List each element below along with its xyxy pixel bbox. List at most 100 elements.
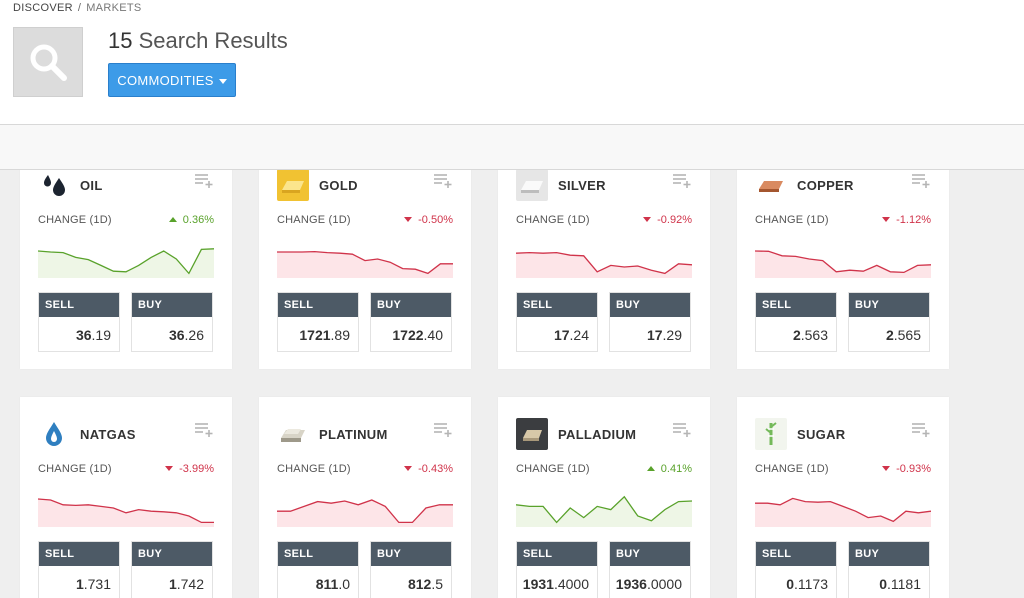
sell-price-int: 1721: [299, 327, 331, 343]
add-to-watchlist-icon[interactable]: [433, 173, 453, 189]
sell-label: SELL: [517, 542, 597, 566]
instrument-card[interactable]: GOLD CHANGE (1D) -0.50% SELL 1721.89 BUY…: [259, 150, 471, 369]
sell-button[interactable]: SELL 17.24: [516, 292, 598, 352]
buy-button[interactable]: BUY 1936.0000: [609, 541, 691, 598]
instrument-header: GOLD: [277, 168, 457, 202]
platinum-bar-icon: [277, 418, 309, 450]
buy-price-dec: .565: [893, 327, 921, 343]
sugar-cane-icon: [755, 418, 787, 450]
buy-button[interactable]: BUY 1722.40: [370, 292, 452, 352]
sell-button[interactable]: SELL 36.19: [38, 292, 120, 352]
instrument-header: COPPER: [755, 168, 935, 202]
add-to-watchlist-icon[interactable]: [433, 422, 453, 438]
instrument-card[interactable]: PLATINUM CHANGE (1D) -0.43% SELL 811.0 B…: [259, 397, 471, 598]
instrument-card[interactable]: SILVER CHANGE (1D) -0.92% SELL 17.24 BUY…: [498, 150, 710, 369]
add-to-watchlist-icon[interactable]: [911, 173, 931, 189]
add-to-watchlist-icon[interactable]: [672, 173, 692, 189]
sell-label: SELL: [756, 293, 836, 317]
price-sparkline: [277, 499, 453, 527]
sell-label: SELL: [756, 542, 836, 566]
add-to-watchlist-icon[interactable]: [911, 422, 931, 438]
commodities-dropdown-button[interactable]: COMMODITIES: [108, 63, 236, 97]
sell-button[interactable]: SELL 2.563: [755, 292, 837, 352]
instrument-name[interactable]: PALLADIUM: [558, 426, 637, 442]
sell-price-dec: .4000: [553, 576, 589, 592]
instrument-name[interactable]: COPPER: [797, 177, 854, 193]
sell-price-int: 2: [792, 327, 801, 343]
instrument-card[interactable]: OIL CHANGE (1D) 0.36% SELL 36.19 BUY 36.…: [20, 150, 232, 369]
instrument-header: PLATINUM: [277, 417, 457, 451]
add-to-watchlist-icon[interactable]: [672, 422, 692, 438]
sell-price-dec: .19: [91, 327, 111, 343]
sell-label: SELL: [278, 293, 358, 317]
sell-button[interactable]: SELL 811.0: [277, 541, 359, 598]
instrument-card[interactable]: NATGAS CHANGE (1D) -3.99% SELL 1.731 BUY…: [20, 397, 232, 598]
instrument-header: SILVER: [516, 168, 696, 202]
filter-label: COMMODITIES: [117, 72, 214, 88]
buy-price-dec: .5: [431, 576, 443, 592]
sell-price: 36.19: [76, 327, 111, 343]
sparkline-line: [755, 497, 931, 523]
page-header: DISCOVER / MARKETS 15 Search Results COMMO…: [0, 0, 1024, 124]
arrow-down-icon: [882, 466, 891, 471]
instrument-card[interactable]: PALLADIUM CHANGE (1D) 0.41% SELL 1931.40…: [498, 397, 710, 598]
arrow-down-icon: [882, 217, 891, 222]
sell-price-int: 36: [75, 327, 92, 343]
sell-button[interactable]: SELL 1931.4000: [516, 541, 598, 598]
sparkline-area: [755, 498, 931, 527]
breadcrumb-discover[interactable]: DISCOVER: [13, 2, 73, 14]
sell-price-int: 1931: [522, 576, 554, 592]
buy-button[interactable]: BUY 812.5: [370, 541, 452, 598]
buy-button[interactable]: BUY 0.1181: [848, 541, 930, 598]
buy-button[interactable]: BUY 17.29: [609, 292, 691, 352]
sell-price-dec: .24: [569, 327, 589, 343]
instrument-card[interactable]: COPPER CHANGE (1D) -1.12% SELL 2.563 BUY…: [737, 150, 949, 369]
buy-price-dec: .0000: [646, 576, 682, 592]
magnifier-icon: [30, 44, 67, 81]
sell-button[interactable]: SELL 1.731: [38, 541, 120, 598]
instrument-name[interactable]: SILVER: [558, 177, 606, 193]
sell-price: 2.563: [793, 327, 828, 343]
buy-button[interactable]: BUY 1.742: [131, 541, 213, 598]
breadcrumb-separator: /: [77, 2, 82, 14]
price-sparkline: [755, 497, 931, 527]
sell-label: SELL: [517, 293, 597, 317]
change-percent: -3.99%: [179, 463, 214, 475]
instrument-name[interactable]: PLATINUM: [319, 426, 388, 442]
sparkline-area: [755, 251, 931, 278]
change-value: -0.50%: [404, 214, 453, 226]
sell-price: 0.1173: [786, 576, 828, 592]
sell-price-dec: .0: [338, 576, 350, 592]
sparkline-line: [38, 248, 214, 275]
sell-button[interactable]: SELL 1721.89: [277, 292, 359, 352]
buy-button[interactable]: BUY 36.26: [131, 292, 213, 352]
sparkline-line: [277, 250, 453, 275]
change-percent: -1.12%: [896, 214, 931, 226]
buy-button[interactable]: BUY 2.565: [848, 292, 930, 352]
sparkline-line: [516, 251, 692, 275]
instrument-name[interactable]: NATGAS: [80, 426, 136, 442]
price-sparkline: [38, 248, 214, 278]
buy-price-dec: .29: [662, 327, 682, 343]
buy-price-int: 36: [168, 327, 185, 343]
add-to-watchlist-icon[interactable]: [194, 422, 214, 438]
add-to-watchlist-icon[interactable]: [194, 173, 214, 189]
instrument-header: NATGAS: [38, 417, 218, 451]
caret-down-icon: [218, 78, 227, 84]
change-value: 0.41%: [646, 463, 692, 475]
buy-price-int: 1936: [615, 576, 647, 592]
sell-button[interactable]: SELL 0.1173: [755, 541, 837, 598]
buy-label: BUY: [132, 542, 212, 566]
buy-price: 0.1181: [879, 576, 921, 592]
instrument-name[interactable]: SUGAR: [797, 426, 846, 442]
price-sparkline: [755, 250, 931, 278]
instrument-name[interactable]: GOLD: [319, 177, 358, 193]
search-icon-box[interactable]: [13, 27, 83, 97]
arrow-down-icon: [404, 466, 413, 471]
instrument-card[interactable]: SUGAR CHANGE (1D) -0.93% SELL 0.1173 BUY…: [737, 397, 949, 598]
buy-label: BUY: [610, 293, 690, 317]
instrument-header: PALLADIUM: [516, 417, 696, 451]
instrument-name[interactable]: OIL: [80, 177, 103, 193]
change-value: -0.43%: [404, 463, 453, 475]
toolbar-strip: [0, 124, 1024, 170]
